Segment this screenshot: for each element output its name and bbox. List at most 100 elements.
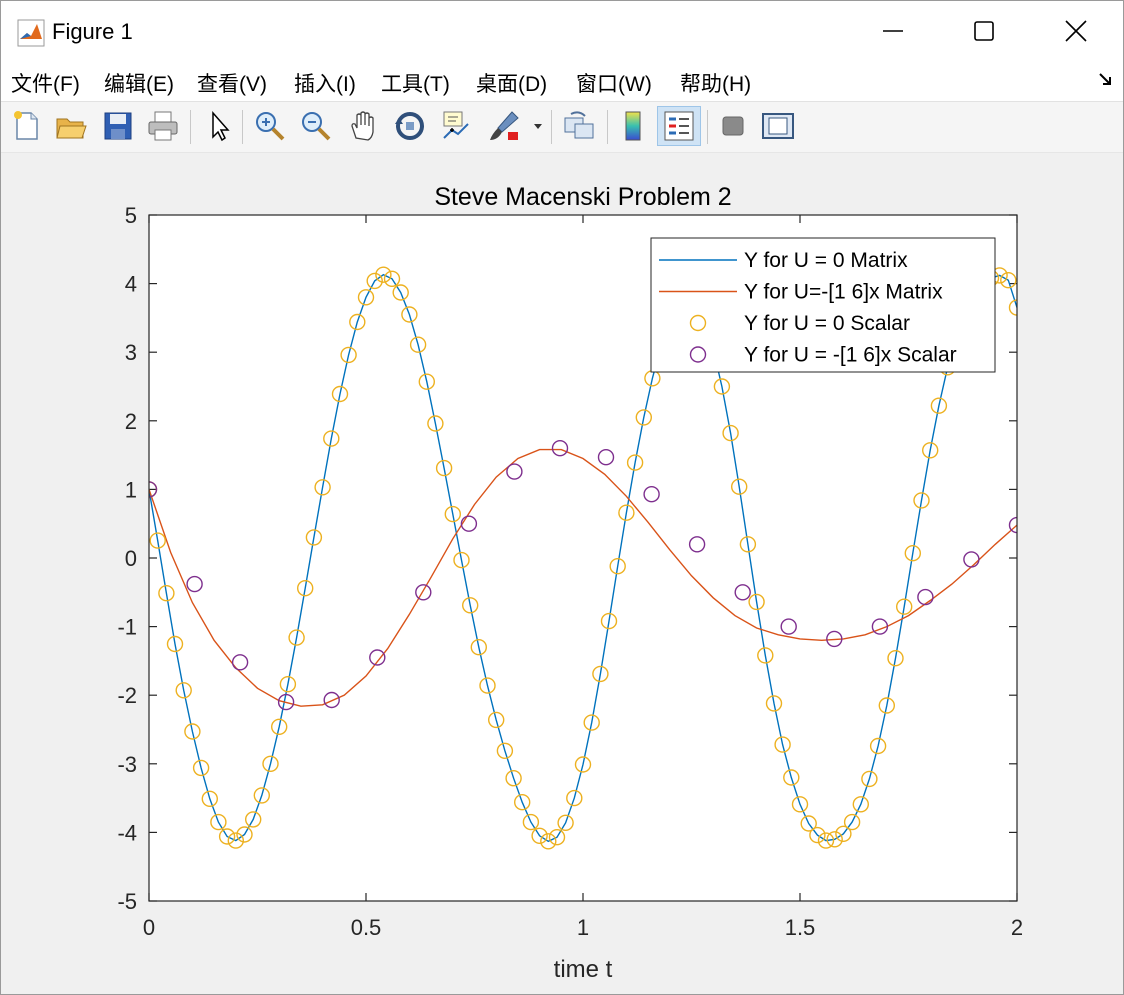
toolbar-separator — [707, 110, 708, 144]
hide-plot-tools-icon[interactable] — [715, 108, 751, 144]
plot-axes[interactable]: Steve Macenski Problem 2 0 0.5 1 1.5 2 -5 -4 -3… — [1, 153, 1123, 994]
series-marker-2 — [765, 695, 783, 712]
series-marker-3 — [551, 440, 569, 457]
series-marker-2 — [835, 825, 852, 842]
close-button[interactable] — [1030, 1, 1122, 61]
series-marker-2 — [861, 770, 878, 788]
toolbar — [1, 102, 1123, 153]
pan-icon[interactable] — [346, 108, 382, 144]
maximize-button[interactable] — [938, 1, 1030, 61]
y-tick-label: -2 — [117, 683, 137, 708]
series-marker-2 — [557, 814, 574, 831]
x-tick-label: 0 — [143, 915, 155, 940]
series-marker-2 — [1008, 299, 1017, 316]
colorbar-icon[interactable] — [615, 108, 651, 144]
series-marker-2 — [843, 813, 861, 831]
save-icon[interactable] — [100, 108, 136, 144]
series-marker-2 — [566, 789, 583, 807]
series-marker-2 — [210, 813, 227, 831]
legend-icon[interactable] — [657, 106, 701, 146]
minimize-button[interactable] — [847, 1, 939, 61]
close-icon — [1065, 20, 1087, 42]
series-marker-2 — [800, 815, 817, 832]
series-marker-2 — [913, 492, 930, 509]
series-marker-3 — [917, 588, 934, 606]
figure-canvas: Steve Macenski Problem 2 0 0.5 1 1.5 2 -5 -4 -3… — [1, 153, 1123, 994]
series-marker-3 — [643, 486, 660, 503]
legend[interactable]: Y for U = 0 Matrix Y for U=-[1 6]x Matrix… — [650, 237, 996, 373]
series-marker-2 — [262, 755, 279, 772]
series-marker-3 — [415, 584, 432, 601]
series-marker-2 — [453, 551, 470, 569]
brush-dropdown-icon[interactable] — [530, 108, 546, 144]
menu-view[interactable]: 查看(V) — [197, 73, 267, 96]
series-marker-2 — [548, 829, 566, 846]
series-marker-2 — [314, 479, 331, 496]
y-tick-label: -4 — [117, 820, 137, 845]
series-marker-3 — [186, 575, 203, 593]
series-marker-2 — [722, 424, 739, 442]
minimize-icon — [883, 30, 903, 32]
series-marker-3 — [597, 449, 615, 466]
series-marker-2 — [331, 385, 349, 403]
series-marker-2 — [357, 289, 375, 306]
series-marker-2 — [218, 828, 236, 845]
toolbar-separator — [551, 110, 552, 144]
zoom-out-icon[interactable] — [298, 108, 334, 144]
x-axis-label: time t — [554, 956, 613, 983]
series-marker-2 — [297, 580, 314, 597]
series-marker-3 — [734, 584, 751, 601]
series-marker-2 — [392, 284, 409, 301]
series-marker-2 — [192, 759, 210, 777]
series-marker-2 — [227, 832, 245, 849]
menu-file[interactable]: 文件(F) — [11, 73, 80, 96]
menu-insert[interactable]: 插入(I) — [294, 73, 356, 96]
series-marker-2 — [783, 769, 800, 786]
series-marker-2 — [201, 790, 219, 807]
y-tick-label: 2 — [125, 409, 137, 434]
menu-window[interactable]: 窗口(W) — [576, 73, 652, 96]
series-marker-3 — [871, 618, 889, 635]
dock-arrow-icon[interactable] — [1097, 71, 1113, 87]
menu-edit[interactable]: 编辑(E) — [104, 73, 174, 96]
series-marker-2 — [887, 650, 904, 667]
series-marker-3 — [460, 515, 478, 532]
series-marker-2 — [757, 647, 774, 664]
new-figure-icon[interactable] — [9, 108, 45, 144]
series-marker-2 — [731, 478, 748, 495]
y-tick-label: 5 — [125, 203, 137, 228]
series-marker-3 — [323, 691, 340, 709]
series-marker-2 — [279, 676, 297, 693]
toolbar-separator — [242, 110, 243, 144]
menu-help[interactable]: 帮助(H) — [680, 73, 752, 96]
link-plot-icon[interactable] — [561, 108, 597, 144]
menu-tools[interactable]: 工具(T) — [381, 73, 450, 96]
series-marker-2 — [930, 397, 948, 414]
pointer-icon[interactable] — [202, 108, 238, 144]
show-plot-tools-icon[interactable] — [760, 108, 796, 144]
x-tick-label: 1.5 — [785, 915, 816, 940]
y-tick-label: 4 — [125, 272, 137, 297]
matlab-logo-icon — [17, 19, 45, 47]
y-tick-label: 0 — [125, 546, 137, 571]
print-icon[interactable] — [145, 108, 181, 144]
series-marker-2 — [435, 459, 453, 477]
open-file-icon[interactable] — [53, 108, 89, 144]
series-marker-2 — [488, 711, 505, 729]
series-marker-2 — [496, 742, 514, 759]
series-marker-2 — [626, 454, 644, 471]
series-marker-3 — [688, 536, 706, 553]
data-cursor-icon[interactable] — [438, 108, 474, 144]
series-marker-2 — [600, 612, 618, 630]
series-marker-2 — [896, 598, 913, 615]
legend-swatch — [689, 314, 707, 332]
series-marker-3 — [826, 630, 843, 648]
series-marker-2 — [479, 677, 496, 694]
legend-entry: Y for U = -[1 6]x Scalar — [744, 344, 957, 367]
toolbar-separator — [607, 110, 608, 144]
rotate-3d-icon[interactable] — [392, 108, 428, 144]
legend-entry: Y for U = 0 Scalar — [744, 312, 910, 335]
brush-icon[interactable] — [486, 108, 522, 144]
menu-desktop[interactable]: 桌面(D) — [476, 73, 548, 96]
zoom-in-icon[interactable] — [252, 108, 288, 144]
